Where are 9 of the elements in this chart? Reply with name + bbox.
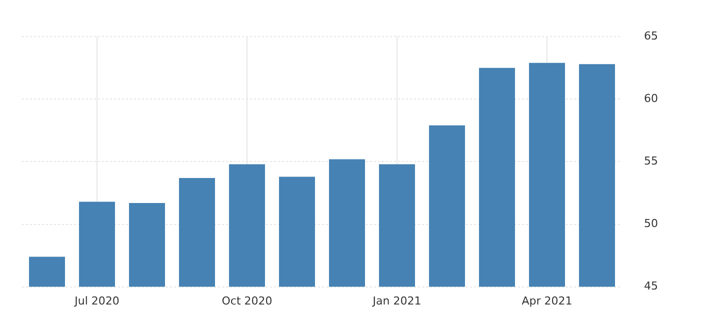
x-tick-label: Jan 2021 <box>372 294 422 308</box>
y-tick-label: 65 <box>644 29 658 42</box>
y-tick-label: 60 <box>644 92 658 106</box>
x-tick-label: Jul 2020 <box>74 294 120 308</box>
x-tick-label: Apr 2021 <box>522 294 572 308</box>
y-tick-label: 45 <box>644 280 658 293</box>
y-tick-label: 55 <box>644 154 658 168</box>
x-tick-label: Oct 2020 <box>222 294 272 308</box>
y-tick-label: 50 <box>644 217 658 230</box>
